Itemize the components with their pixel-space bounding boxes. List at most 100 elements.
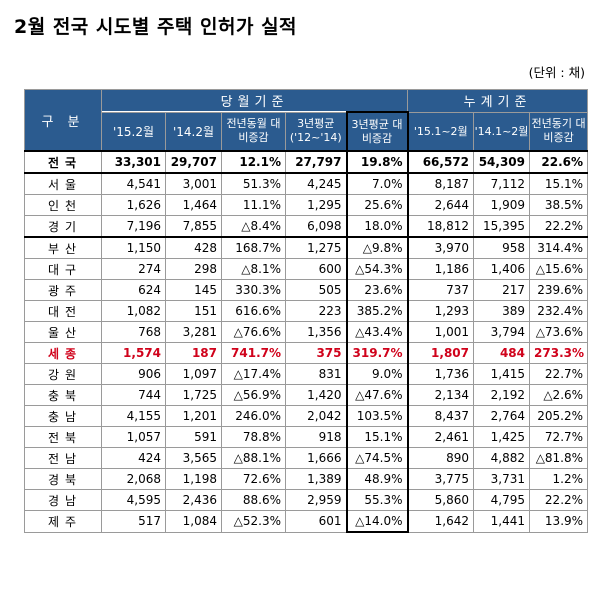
header-col: '14.1~2월 bbox=[473, 111, 531, 152]
value-cell: 187 bbox=[165, 342, 222, 364]
value-cell: △47.6% bbox=[345, 384, 409, 406]
value-cell: 9.0% bbox=[345, 363, 409, 385]
region-cell: 제주 bbox=[24, 510, 102, 533]
value-cell: 1,626 bbox=[101, 194, 166, 216]
header-cumulative-group: 누계기준 bbox=[407, 89, 589, 113]
region-cell: 경북 bbox=[24, 468, 102, 490]
value-cell: 314.4% bbox=[529, 236, 589, 259]
value-cell: 1,425 bbox=[473, 426, 531, 448]
value-cell: 768 bbox=[101, 321, 166, 343]
region-cell: 경기 bbox=[24, 215, 102, 238]
value-cell: △8.1% bbox=[221, 258, 286, 280]
region-cell: 부산 bbox=[24, 236, 102, 259]
table-row: 제주 517 1,084 △52.3% 601 △14.0% 1,642 1,441 13.9% bbox=[24, 510, 589, 533]
header-col: 전년동월 대비증감 bbox=[221, 111, 286, 152]
value-cell: 4,541 bbox=[101, 172, 166, 195]
value-cell: 12.1% bbox=[221, 150, 286, 174]
value-cell: △8.4% bbox=[221, 215, 286, 238]
value-cell: 1.2% bbox=[529, 468, 589, 490]
value-cell: 217 bbox=[473, 279, 531, 301]
value-cell: 103.5% bbox=[345, 405, 409, 427]
table-row: 광주 624 145 330.3% 505 23.6% 737 217 239.6% bbox=[24, 279, 589, 301]
value-cell: 737 bbox=[407, 279, 475, 301]
value-cell: 958 bbox=[473, 236, 531, 259]
unit-note: (단위 : 채) bbox=[528, 65, 585, 80]
table-row: 충남 4,155 1,201 246.0% 2,042 103.5% 8,437 2,764 2… bbox=[24, 405, 589, 427]
value-cell: 246.0% bbox=[221, 405, 286, 427]
value-cell: 7,112 bbox=[473, 172, 531, 195]
value-cell: 1,389 bbox=[285, 468, 347, 490]
table-row: 경기 7,196 7,855 △8.4% 6,098 18.0% 18,812 15,395 2… bbox=[24, 215, 589, 238]
value-cell: 3,731 bbox=[473, 468, 531, 490]
value-cell: 3,794 bbox=[473, 321, 531, 343]
value-cell: 1,666 bbox=[285, 447, 347, 469]
region-cell: 세종 bbox=[24, 342, 102, 364]
value-cell: 918 bbox=[285, 426, 347, 448]
value-cell: 1,406 bbox=[473, 258, 531, 280]
table-row: 대전 1,082 151 616.6% 223 385.2% 1,293 389 232.4% bbox=[24, 300, 589, 322]
value-cell: 223 bbox=[285, 300, 347, 322]
value-cell: 22.2% bbox=[529, 489, 589, 511]
value-cell: 2,959 bbox=[285, 489, 347, 511]
value-cell: 1,441 bbox=[473, 510, 531, 533]
value-cell: 1,642 bbox=[407, 510, 475, 533]
table-row: 서울 4,541 3,001 51.3% 4,245 7.0% 8,187 7,112 15.1… bbox=[24, 172, 589, 195]
value-cell: △15.6% bbox=[529, 258, 589, 280]
header-monthly-group: 당월기준 bbox=[100, 89, 409, 113]
value-cell: △88.1% bbox=[221, 447, 286, 469]
value-cell: 1,807 bbox=[407, 342, 475, 364]
value-cell: 2,192 bbox=[473, 384, 531, 406]
value-cell: 273.3% bbox=[529, 342, 589, 364]
value-cell: 2,042 bbox=[285, 405, 347, 427]
value-cell: 1,356 bbox=[285, 321, 347, 343]
value-cell: 389 bbox=[473, 300, 531, 322]
value-cell: △17.4% bbox=[221, 363, 286, 385]
value-cell: 744 bbox=[101, 384, 166, 406]
value-cell: 8,187 bbox=[407, 172, 475, 195]
value-cell: 55.3% bbox=[345, 489, 409, 511]
table-row: 전국 33,301 29,707 12.1% 27,797 19.8% 66,572 54,3… bbox=[24, 150, 589, 174]
value-cell: 274 bbox=[101, 258, 166, 280]
value-cell: 54,309 bbox=[473, 150, 531, 174]
region-cell: 대구 bbox=[24, 258, 102, 280]
value-cell: 1,736 bbox=[407, 363, 475, 385]
value-cell: △2.6% bbox=[529, 384, 589, 406]
value-cell: 484 bbox=[473, 342, 531, 364]
value-cell: 1,082 bbox=[101, 300, 166, 322]
value-cell: 151 bbox=[165, 300, 222, 322]
value-cell: 6,098 bbox=[285, 215, 347, 238]
value-cell: 33,301 bbox=[101, 150, 166, 174]
header-col: 3년평균 ('12~'14) bbox=[285, 111, 347, 152]
value-cell: 3,001 bbox=[165, 172, 222, 195]
value-cell: △54.3% bbox=[345, 258, 409, 280]
value-cell: 8,437 bbox=[407, 405, 475, 427]
value-cell: 424 bbox=[101, 447, 166, 469]
table-row: 경북 2,068 1,198 72.6% 1,389 48.9% 3,775 3,731 1.2… bbox=[24, 468, 589, 490]
value-cell: 23.6% bbox=[345, 279, 409, 301]
region-cell: 경남 bbox=[24, 489, 102, 511]
value-cell: 1,464 bbox=[165, 194, 222, 216]
value-cell: 19.8% bbox=[345, 150, 409, 174]
value-cell: 22.7% bbox=[529, 363, 589, 385]
region-cell: 충북 bbox=[24, 384, 102, 406]
table-row: 전남 424 3,565 △88.1% 1,666 △74.5% 890 4,882 △81.8… bbox=[24, 447, 589, 469]
table-row: 부산 1,150 428 168.7% 1,275 △9.8% 3,970 958 314.4% bbox=[24, 236, 589, 259]
value-cell: 11.1% bbox=[221, 194, 286, 216]
value-cell: 1,295 bbox=[285, 194, 347, 216]
region-cell: 광주 bbox=[24, 279, 102, 301]
table-row: 인천 1,626 1,464 11.1% 1,295 25.6% 2,644 1,909 38.… bbox=[24, 194, 589, 216]
table-row: 전북 1,057 591 78.8% 918 15.1% 2,461 1,425 72.7% bbox=[24, 426, 589, 448]
value-cell: 1,097 bbox=[165, 363, 222, 385]
value-cell: 4,245 bbox=[285, 172, 347, 195]
value-cell: 601 bbox=[285, 510, 347, 533]
value-cell: 1,057 bbox=[101, 426, 166, 448]
value-cell: 15,395 bbox=[473, 215, 531, 238]
value-cell: △74.5% bbox=[345, 447, 409, 469]
value-cell: 145 bbox=[165, 279, 222, 301]
value-cell: 168.7% bbox=[221, 236, 286, 259]
value-cell: 1,001 bbox=[407, 321, 475, 343]
value-cell: 3,970 bbox=[407, 236, 475, 259]
value-cell: 2,436 bbox=[165, 489, 222, 511]
value-cell: 1,293 bbox=[407, 300, 475, 322]
value-cell: 330.3% bbox=[221, 279, 286, 301]
